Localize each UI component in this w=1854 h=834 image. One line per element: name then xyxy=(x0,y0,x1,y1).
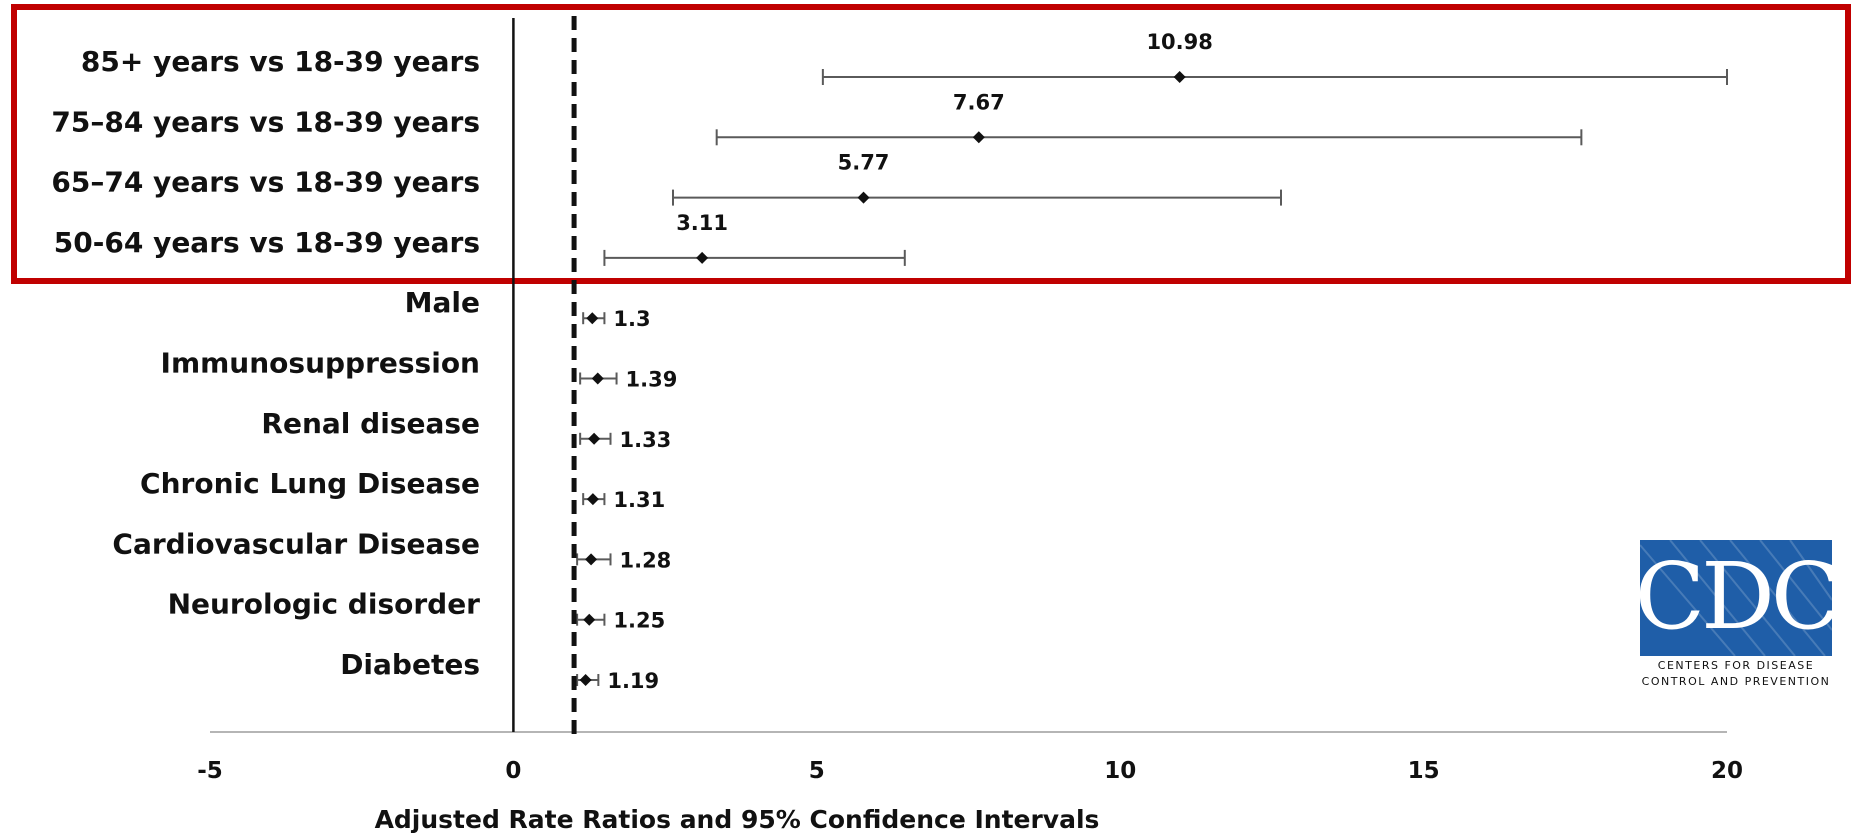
x-tick-label: 15 xyxy=(1408,758,1440,784)
x-ticks: -5 0 5 10 15 20 xyxy=(197,758,1743,784)
row-label: Chronic Lung Disease xyxy=(140,467,480,500)
row-label: Renal disease xyxy=(261,407,480,440)
row-label: Male xyxy=(405,286,480,319)
cdc-logo-mark xyxy=(1640,540,1832,656)
x-tick-label: -5 xyxy=(197,758,223,784)
cdc-logo-wordmark: CDC xyxy=(1635,543,1838,650)
row-label: Neurologic disorder xyxy=(168,588,481,621)
value-label: 3.11 xyxy=(676,211,728,235)
point-estimate xyxy=(588,432,601,445)
value-label: 1.3 xyxy=(613,307,650,331)
value-label: 1.33 xyxy=(619,428,671,452)
point-estimate xyxy=(586,493,599,506)
value-label: 1.28 xyxy=(619,548,671,572)
row-label: 85+ years vs 18-39 years xyxy=(81,45,480,78)
point-estimate xyxy=(857,191,870,204)
forest-row: Immunosuppression 1.39 xyxy=(161,347,678,392)
x-tick-label: 10 xyxy=(1104,758,1136,784)
value-label: 1.19 xyxy=(607,669,659,693)
highlight-box xyxy=(11,4,1851,284)
x-tick-label: 0 xyxy=(505,758,521,784)
point-estimate xyxy=(591,372,604,385)
point-estimate xyxy=(586,312,599,325)
forest-row: Diabetes 1.19 xyxy=(340,648,659,693)
forest-row: Renal disease 1.33 xyxy=(261,407,671,452)
value-label: 10.98 xyxy=(1146,30,1212,54)
forest-row: Cardiovascular Disease 1.28 xyxy=(112,527,671,572)
row-label: Cardiovascular Disease xyxy=(112,527,480,560)
point-estimate xyxy=(696,251,709,264)
forest-row: Neurologic disorder 1.25 xyxy=(168,588,666,633)
value-label: 7.67 xyxy=(953,90,1005,114)
point-estimate xyxy=(579,674,592,686)
forest-row: Chronic Lung Disease 1.31 xyxy=(140,467,665,512)
row-label: 65–74 years vs 18-39 years xyxy=(51,166,480,199)
row-label: 50-64 years vs 18-39 years xyxy=(54,226,480,259)
value-label: 5.77 xyxy=(838,151,890,175)
point-estimate xyxy=(972,131,985,144)
cdc-logo: CDC Centers for Disease Control and Prev… xyxy=(1635,539,1841,688)
forest-row: 50-64 years vs 18-39 years 3.11 xyxy=(54,211,906,266)
x-tick-label: 20 xyxy=(1711,758,1743,784)
x-tick-label: 5 xyxy=(809,758,825,784)
cdc-logo-line2: Control and Prevention xyxy=(1642,675,1831,688)
point-estimate xyxy=(583,613,596,626)
value-label: 1.39 xyxy=(626,368,678,392)
forest-row: Male 1.3 xyxy=(405,286,651,331)
value-label: 1.25 xyxy=(613,609,665,633)
x-axis-title: Adjusted Rate Ratios and 95% Confidence … xyxy=(375,805,1100,834)
cdc-logo-line1: Centers for Disease xyxy=(1658,659,1814,672)
row-label: Immunosuppression xyxy=(161,347,480,380)
row-label: Diabetes xyxy=(340,648,480,681)
value-label: 1.31 xyxy=(613,488,665,512)
forest-row: 65–74 years vs 18-39 years 5.77 xyxy=(51,151,1283,206)
row-label: 75–84 years vs 18-39 years xyxy=(51,105,480,138)
forest-row: 75–84 years vs 18-39 years 7.67 xyxy=(51,90,1583,146)
forest-row: 85+ years vs 18-39 years 10.98 xyxy=(81,30,1728,85)
rows-layer: 85+ years vs 18-39 years 10.98 75–84 years… xyxy=(51,30,1728,693)
point-estimate xyxy=(585,553,598,566)
point-estimate xyxy=(1173,71,1186,83)
